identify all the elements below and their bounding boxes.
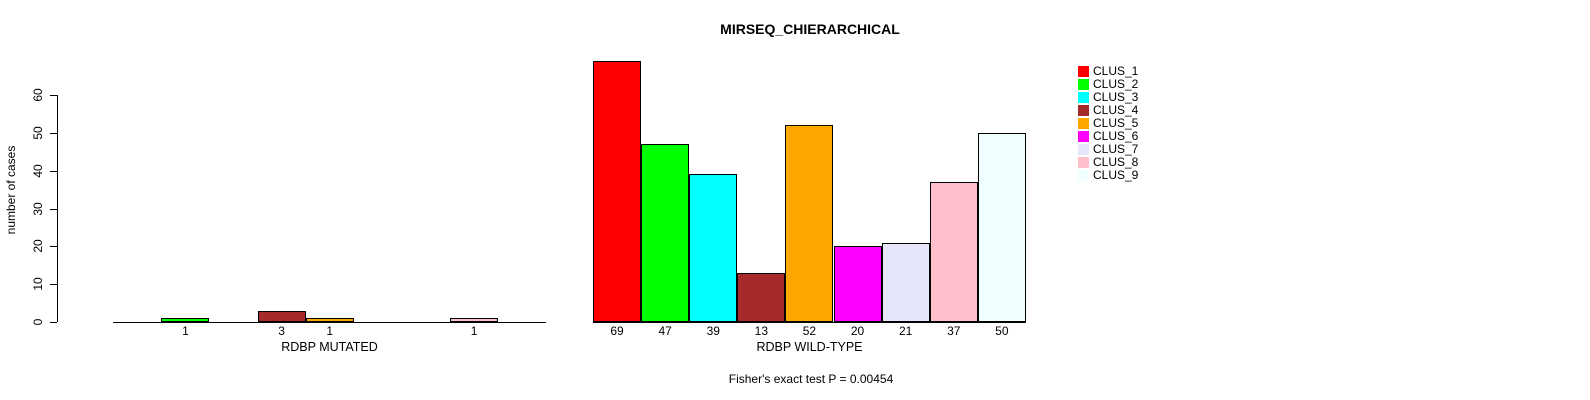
x-axis-label-mutated: RDBP MUTATED: [281, 340, 378, 354]
bar-value-label: 39: [706, 323, 720, 338]
y-tick-mark: [50, 95, 57, 96]
x-axis-label-wildtype: RDBP WILD-TYPE: [756, 340, 863, 354]
bar-wildtype-clus_5: [785, 125, 834, 322]
y-tick-label: 60: [30, 88, 45, 102]
bar-value-label: 1: [182, 323, 189, 338]
y-tick-label: 10: [30, 277, 45, 291]
legend-swatch-clus_8: [1077, 156, 1089, 168]
bar-value-label: 21: [898, 323, 913, 338]
legend-swatch-clus_5: [1077, 117, 1089, 129]
legend-label-clus_1: CLUS_1: [1093, 63, 1139, 78]
y-tick-label: 50: [30, 126, 45, 140]
legend-swatch-clus_4: [1077, 104, 1089, 116]
bar-wildtype-clus_1: [593, 60, 642, 322]
bar-value-label: 37: [947, 323, 961, 338]
y-tick-label: 30: [30, 201, 45, 216]
x-axis-line-wildtype: [593, 322, 1026, 323]
y-axis-label: number of cases: [4, 145, 18, 235]
bar-value-label: 20: [850, 323, 865, 338]
bar-mutated-clus_2: [161, 318, 210, 322]
bar-value-label: 52: [802, 323, 817, 338]
y-tick-mark: [50, 132, 57, 134]
bar-wildtype-clus_3: [689, 174, 738, 322]
y-tick-mark: [50, 170, 57, 172]
y-tick-mark: [50, 284, 57, 286]
legend-swatch-clus_7: [1077, 143, 1089, 155]
bar-mutated-clus_4: [257, 310, 306, 322]
y-axis-line: [57, 95, 58, 322]
x-axis-line-mutated: [113, 322, 546, 323]
y-tick-mark: [50, 208, 57, 210]
bar-wildtype-clus_8: [929, 182, 978, 322]
bar-value-label: 50: [995, 323, 1009, 338]
legend-label-clus_7: CLUS_7: [1093, 141, 1139, 156]
legend-label-clus_6: CLUS_6: [1093, 128, 1139, 143]
bar-wildtype-clus_9: [977, 132, 1026, 322]
legend-label-clus_9: CLUS_9: [1093, 167, 1139, 182]
bar-mutated-clus_8: [450, 318, 499, 322]
y-tick-mark: [50, 322, 57, 323]
bar-wildtype-clus_2: [641, 144, 690, 322]
legend-swatch-clus_6: [1077, 130, 1089, 142]
bar-mutated-clus_5: [305, 318, 354, 322]
legend-label-clus_4: CLUS_4: [1093, 102, 1139, 117]
legend-swatch-clus_1: [1077, 65, 1089, 77]
bar-value-label: 69: [610, 323, 624, 338]
bar-value-label: 13: [754, 323, 769, 338]
bar-wildtype-clus_7: [881, 242, 930, 322]
bar-value-label: 47: [658, 323, 672, 338]
legend-label-clus_5: CLUS_5: [1093, 115, 1139, 130]
y-tick-label: 0: [30, 318, 45, 326]
y-tick-mark: [50, 246, 57, 248]
legend-swatch-clus_3: [1077, 91, 1089, 103]
legend-swatch-clus_2: [1077, 78, 1089, 90]
bar-value-label: 1: [326, 323, 334, 338]
legend-label-clus_8: CLUS_8: [1093, 154, 1139, 169]
bar-value-label: 1: [470, 323, 478, 338]
legend-swatch-clus_9: [1077, 169, 1089, 181]
bar-wildtype-clus_6: [833, 246, 882, 322]
legend-label-clus_2: CLUS_2: [1093, 76, 1139, 91]
bar-value-label: 3: [278, 323, 285, 338]
y-tick-label: 20: [30, 239, 45, 254]
legend-label-clus_3: CLUS_3: [1093, 89, 1139, 104]
chart-title: MIRSEQ_CHIERARCHICAL: [720, 21, 900, 37]
y-tick-label: 40: [30, 163, 45, 178]
annotation-fisher-test: Fisher's exact test P = 0.00454: [728, 372, 894, 386]
bar-wildtype-clus_4: [737, 272, 786, 322]
